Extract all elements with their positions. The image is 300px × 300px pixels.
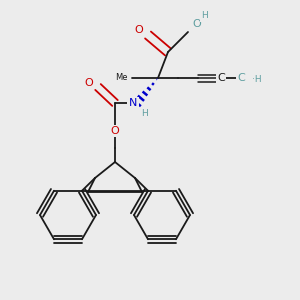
- Text: C: C: [237, 73, 245, 83]
- Text: C: C: [217, 73, 225, 83]
- Text: Me: Me: [116, 74, 128, 82]
- Text: O: O: [85, 78, 93, 88]
- Text: H: H: [201, 11, 208, 20]
- Text: ·H: ·H: [252, 74, 262, 83]
- Text: H: H: [142, 109, 148, 118]
- Text: O: O: [192, 19, 201, 29]
- Text: O: O: [111, 126, 119, 136]
- Text: O: O: [135, 25, 143, 35]
- Text: N: N: [129, 98, 137, 108]
